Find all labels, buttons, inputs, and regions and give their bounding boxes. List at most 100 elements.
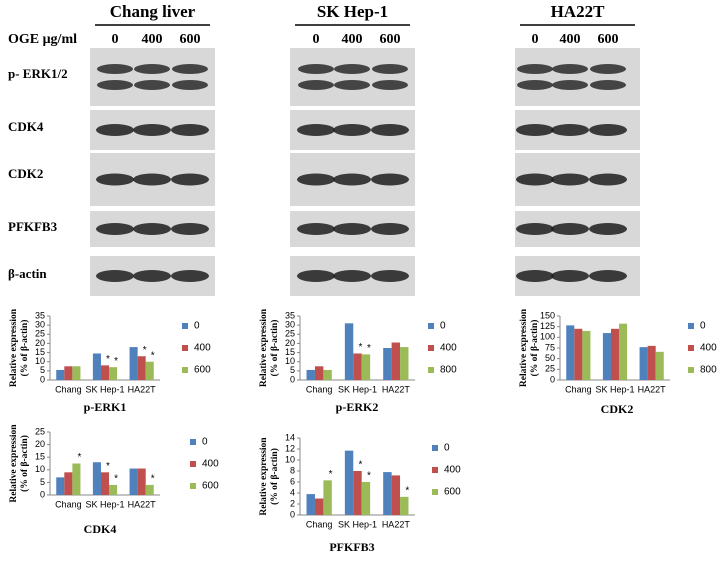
bar: [400, 347, 409, 380]
bar: [323, 480, 332, 515]
y-axis-label: Relative expression: [259, 437, 269, 516]
legend-label: 600: [444, 487, 461, 498]
bar: [314, 498, 324, 515]
legend-label: 400: [444, 465, 461, 476]
legend-swatch: [182, 345, 188, 351]
band: [297, 270, 335, 282]
legend-label: 800: [440, 365, 457, 376]
band: [552, 80, 588, 90]
y-tick-label: 35: [285, 310, 295, 320]
y-tick-label: 30: [285, 320, 295, 330]
y-tick-label: 35: [35, 310, 45, 320]
legend-swatch: [182, 367, 188, 373]
bar: [323, 369, 332, 380]
band: [516, 223, 554, 235]
dose-label: 400: [560, 32, 581, 47]
x-tick-label: SK Hep-1: [595, 384, 634, 394]
bar: [145, 484, 154, 495]
row-label: p- ERK1/2: [8, 66, 68, 81]
significance-mark: *: [114, 356, 118, 367]
y-tick-label: 0: [40, 374, 45, 384]
legend-swatch: [432, 467, 438, 473]
bar: [655, 351, 664, 380]
band: [516, 270, 554, 282]
x-tick-label: HA22T: [128, 384, 157, 394]
bar: [574, 328, 583, 380]
band: [171, 223, 209, 235]
legend-label: 400: [700, 343, 717, 354]
y-tick-label: 25: [545, 364, 555, 374]
row-label: CDK2: [8, 166, 43, 181]
band: [371, 270, 409, 282]
x-tick-label: SK Hep-1: [338, 519, 377, 529]
cell-line-label: Chang liver: [110, 2, 196, 21]
dose-label: 0: [112, 32, 119, 47]
row-label: β-actin: [8, 266, 47, 281]
legend-label: 400: [440, 343, 457, 354]
legend-swatch: [688, 367, 694, 373]
dose-label: 0: [532, 32, 539, 47]
bar: [639, 347, 648, 380]
blot-panel: [290, 48, 415, 106]
band: [590, 80, 626, 90]
y-tick-label: 12: [285, 443, 295, 453]
band: [96, 270, 134, 282]
y-tick-label: 0: [290, 374, 295, 384]
band: [97, 80, 133, 90]
band: [171, 124, 209, 136]
blot-panel: [90, 48, 215, 106]
legend-swatch: [182, 323, 188, 329]
y-tick-label: 2: [290, 498, 295, 508]
dose-label: 400: [142, 32, 163, 47]
band: [371, 124, 409, 136]
y-tick-label: 5: [40, 365, 45, 375]
legend-swatch: [428, 345, 434, 351]
y-tick-label: 4: [290, 487, 295, 497]
legend-swatch: [688, 323, 694, 329]
band: [589, 223, 627, 235]
band: [96, 173, 134, 186]
band: [589, 270, 627, 282]
band: [372, 80, 408, 90]
bar: [306, 369, 315, 380]
y-tick-label: 10: [285, 454, 295, 464]
band: [516, 173, 554, 186]
blot-panel: [515, 48, 640, 106]
band: [371, 223, 409, 235]
y-tick-label: 125: [540, 321, 555, 331]
y-tick-label: 10: [35, 356, 45, 366]
significance-mark: *: [405, 485, 409, 496]
bar: [72, 366, 81, 380]
significance-mark: *: [367, 471, 371, 482]
bar: [145, 361, 154, 380]
band: [96, 124, 134, 136]
band: [589, 173, 627, 186]
band: [551, 173, 589, 186]
chart-title: CDK4: [84, 522, 117, 536]
legend-label: 0: [444, 443, 450, 454]
significance-mark: *: [151, 474, 155, 485]
chart-title: p-ERK1: [84, 400, 127, 414]
band: [333, 124, 371, 136]
legend-swatch: [432, 489, 438, 495]
dose-axis-label: OGE μg/ml: [8, 32, 77, 47]
x-tick-label: Chang: [306, 519, 333, 529]
significance-mark: *: [77, 452, 81, 463]
y-tick-label: 25: [35, 329, 45, 339]
bar: [129, 468, 138, 495]
band: [133, 124, 171, 136]
band: [133, 270, 171, 282]
band: [134, 80, 170, 90]
significance-mark: *: [359, 460, 363, 471]
x-tick-label: Chang: [55, 384, 82, 394]
band: [172, 80, 208, 90]
significance-mark: *: [106, 461, 110, 472]
band: [333, 173, 371, 186]
bar: [314, 366, 324, 380]
band: [334, 80, 370, 90]
y-tick-label: 0: [550, 374, 555, 384]
legend-label: 0: [700, 321, 706, 332]
bar: [109, 367, 118, 380]
bar: [72, 463, 81, 495]
y-axis-label: Relative expression: [519, 308, 529, 387]
